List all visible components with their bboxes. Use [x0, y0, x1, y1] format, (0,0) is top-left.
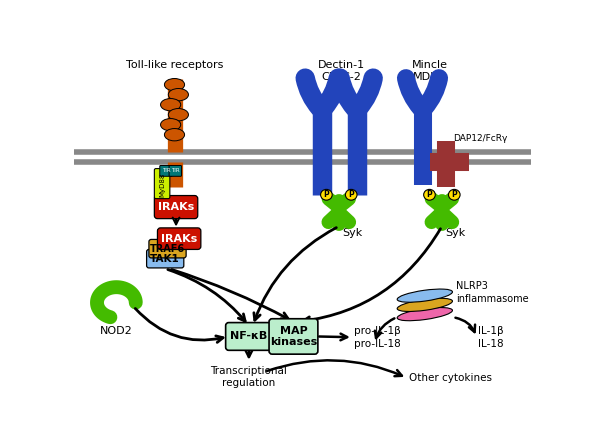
Ellipse shape	[168, 109, 188, 121]
Text: DAP12/FcRγ: DAP12/FcRγ	[454, 134, 508, 143]
FancyBboxPatch shape	[160, 166, 172, 176]
Text: TIR: TIR	[162, 168, 171, 174]
FancyBboxPatch shape	[146, 249, 184, 268]
Text: P: P	[451, 190, 457, 199]
FancyBboxPatch shape	[155, 169, 170, 199]
Ellipse shape	[448, 189, 460, 200]
Ellipse shape	[160, 99, 181, 111]
Ellipse shape	[160, 119, 181, 131]
Text: TRAF6: TRAF6	[150, 244, 185, 254]
FancyBboxPatch shape	[169, 166, 182, 176]
Text: IRAKs: IRAKs	[158, 202, 194, 212]
FancyBboxPatch shape	[225, 323, 272, 350]
Ellipse shape	[424, 189, 435, 200]
Text: P: P	[323, 190, 329, 199]
Text: MAP
kinases: MAP kinases	[270, 326, 317, 347]
Text: NF-κB: NF-κB	[230, 331, 267, 341]
Text: Dectin-1
CLEC-2: Dectin-1 CLEC-2	[317, 60, 365, 82]
FancyBboxPatch shape	[269, 319, 318, 354]
Text: P: P	[427, 190, 432, 199]
Ellipse shape	[320, 189, 332, 200]
Text: TIR: TIR	[171, 168, 179, 174]
FancyBboxPatch shape	[158, 228, 201, 249]
Ellipse shape	[397, 307, 453, 321]
Ellipse shape	[168, 89, 188, 101]
Text: Transcriptional
regulation: Transcriptional regulation	[211, 366, 287, 388]
Text: Syk: Syk	[445, 228, 466, 238]
Text: Mincle
MDL-1: Mincle MDL-1	[412, 60, 448, 82]
Text: MyD88: MyD88	[159, 173, 165, 198]
Ellipse shape	[345, 189, 357, 200]
Text: Syk: Syk	[343, 228, 363, 238]
Ellipse shape	[165, 78, 185, 91]
Ellipse shape	[165, 129, 185, 141]
FancyBboxPatch shape	[155, 195, 198, 218]
Text: NLRP3
inflammasome: NLRP3 inflammasome	[456, 281, 529, 304]
Text: P: P	[348, 190, 354, 199]
Text: pro-IL-1β
pro-IL-18: pro-IL-1β pro-IL-18	[355, 326, 401, 349]
Text: TAK1: TAK1	[150, 254, 180, 264]
Text: NOD2: NOD2	[100, 326, 133, 336]
Text: IRAKs: IRAKs	[161, 234, 197, 244]
Ellipse shape	[397, 289, 453, 302]
FancyBboxPatch shape	[149, 239, 186, 258]
Ellipse shape	[397, 298, 453, 311]
Text: IL-1β
IL-18: IL-1β IL-18	[478, 326, 504, 349]
Text: Other cytokines: Other cytokines	[408, 373, 491, 383]
Text: Toll-like receptors: Toll-like receptors	[126, 60, 223, 70]
